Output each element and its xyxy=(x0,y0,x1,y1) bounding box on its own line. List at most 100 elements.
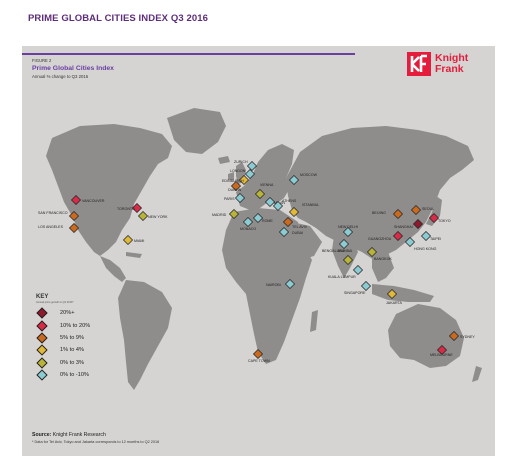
city-label-dubai: DUBAI xyxy=(292,231,303,235)
cuba xyxy=(126,252,142,258)
source-text: Knight Frank Research xyxy=(52,432,106,438)
ireland xyxy=(228,172,234,180)
legend-item: 0% to -10% xyxy=(36,369,156,381)
city-marker-cape-town xyxy=(252,348,264,360)
knight-frank-logo: Knight Frank xyxy=(407,52,482,78)
source-line: Source: Knight Frank Research xyxy=(32,432,106,438)
legend-subtitle: Annual price growth to Q3 2016* xyxy=(36,301,74,304)
city-label-miami: MIAMI xyxy=(134,239,144,243)
city-label-shanghai: SHANGHAI xyxy=(394,225,413,229)
south-america xyxy=(118,280,172,390)
logo-line-1: Knight xyxy=(435,52,469,64)
city-label-istanbul: ISTANBUL xyxy=(302,203,319,207)
city-label-tokyo: TOKYO xyxy=(438,219,451,223)
city-marker-london xyxy=(244,168,256,180)
page-title: PRIME GLOBAL CITIES INDEX Q3 2016 xyxy=(28,13,208,24)
city-label-beijing: BEIJING xyxy=(372,211,386,215)
city-label-melbourne: MELBOURNE xyxy=(430,353,453,357)
africa xyxy=(222,208,312,364)
logo-mark-icon xyxy=(407,52,431,76)
legend-items: 20%+ 10% to 20% 5% to 9% 1% to 4% 0% to … xyxy=(36,307,156,381)
city-marker-sydney xyxy=(448,330,460,342)
city-marker-zurich xyxy=(246,160,258,172)
legend-label: 10% to 20% xyxy=(60,322,91,329)
madagascar xyxy=(310,310,318,332)
legend-item: 20%+ xyxy=(36,307,156,319)
city-marker-seoul xyxy=(410,204,422,216)
city-label-kuala-lumpur: KUALA LUMPUR xyxy=(328,275,356,279)
source-label: Source: xyxy=(32,432,52,438)
iceland xyxy=(218,156,230,164)
city-marker-athens xyxy=(272,200,284,212)
city-marker-edinburgh xyxy=(238,174,250,186)
legend-item: 10% to 20% xyxy=(36,319,156,332)
legend-label: 0% to 3% xyxy=(60,359,84,366)
city-marker-tokyo xyxy=(428,212,440,224)
city-marker-melbourne xyxy=(436,344,448,356)
city-marker-paris xyxy=(234,192,246,204)
city-marker-vancouver xyxy=(70,194,82,206)
legend: KEY Annual price growth to Q3 2016* 20%+… xyxy=(36,294,156,381)
city-markers: VANCOUVER TORONTO NEW YORK SAN FRANCISCO LOS… xyxy=(38,160,475,363)
city-label-los-angeles: LOS ANGELES xyxy=(38,225,64,229)
city-marker-singapore xyxy=(360,280,372,292)
title-rule xyxy=(22,53,355,55)
city-marker-new-delhi xyxy=(342,226,354,238)
city-label-sydney: SYDNEY xyxy=(460,335,475,339)
city-label-mumbai: MUMBAI xyxy=(338,249,352,253)
logo-line-2: Frank xyxy=(435,63,464,75)
city-marker-shanghai xyxy=(412,218,424,230)
city-label-singapore: SINGAPORE xyxy=(344,291,366,295)
city-marker-istanbul xyxy=(288,206,300,218)
city-marker-tel-aviv xyxy=(282,216,294,228)
city-label-dublin: DUBLIN xyxy=(228,188,242,192)
city-label-toronto: TORONTO xyxy=(117,207,135,211)
city-label-jakarta: JAKARTA xyxy=(386,301,402,305)
city-label-nairobi: NAIROBI xyxy=(266,283,281,287)
legend-item: 0% to 3% xyxy=(36,357,156,369)
figure-subtitle: Annual % change to Q3 2016 xyxy=(32,74,89,79)
diamond-icon xyxy=(36,307,48,319)
legend-label: 20%+ xyxy=(60,310,75,317)
legend-item: 1% to 4% xyxy=(36,344,156,357)
city-label-edinburgh: EDINBURGH xyxy=(222,179,244,183)
city-label-seoul: SEOUL xyxy=(422,207,434,211)
city-marker-bangkok xyxy=(366,246,378,258)
city-label-cape-town: CAPE TOWN xyxy=(248,359,270,363)
se-asia xyxy=(372,246,394,282)
city-marker-dublin xyxy=(230,180,242,192)
diamond-icon xyxy=(36,332,48,344)
city-label-monaco: MONACO xyxy=(240,227,256,231)
diamond-icon xyxy=(36,369,48,381)
city-marker-miami xyxy=(122,234,134,246)
city-label-zurich: ZURICH xyxy=(234,160,248,164)
figure-panel: FIGURE 2 Prime Global Cities Index Annua… xyxy=(22,46,495,456)
city-marker-rome xyxy=(252,212,264,224)
city-marker-moscow xyxy=(288,174,300,186)
legend-label: 5% to 9% xyxy=(60,334,84,341)
city-marker-hong-kong xyxy=(404,236,416,248)
city-marker-vienna xyxy=(254,188,266,200)
city-marker-los-angeles xyxy=(68,222,80,234)
city-marker-taipei xyxy=(420,230,432,242)
india xyxy=(332,236,358,278)
city-marker-san-francisco xyxy=(68,210,80,222)
north-america xyxy=(46,124,172,256)
city-label-taipei: TAIPEI xyxy=(430,237,441,241)
city-marker-nairobi xyxy=(284,278,296,290)
diamond-icon xyxy=(36,319,48,332)
figure-number: FIGURE 2 xyxy=(32,58,52,63)
city-label-rome: ROME xyxy=(262,219,273,223)
city-label-bengaluru: BENGALURU xyxy=(322,249,345,253)
legend-label: 1% to 4% xyxy=(60,347,84,354)
city-label-tel-aviv: TEL AVIV xyxy=(292,225,308,229)
city-marker-jakarta xyxy=(386,288,398,300)
city-label-new-york: NEW YORK xyxy=(148,215,168,219)
indonesia xyxy=(372,284,434,302)
world-map: VANCOUVER TORONTO NEW YORK SAN FRANCISCO LOS… xyxy=(38,108,482,390)
europe xyxy=(236,144,294,210)
city-marker-milan xyxy=(264,196,276,208)
diamond-icon xyxy=(36,344,48,357)
footnote: * Data for Tel Aviv, Tokyo and Jakarta c… xyxy=(32,440,160,444)
city-label-san-francisco: SAN FRANCISCO xyxy=(38,211,68,215)
